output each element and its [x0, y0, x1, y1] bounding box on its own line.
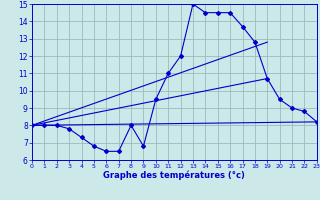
X-axis label: Graphe des températures (°c): Graphe des températures (°c) — [103, 171, 245, 180]
